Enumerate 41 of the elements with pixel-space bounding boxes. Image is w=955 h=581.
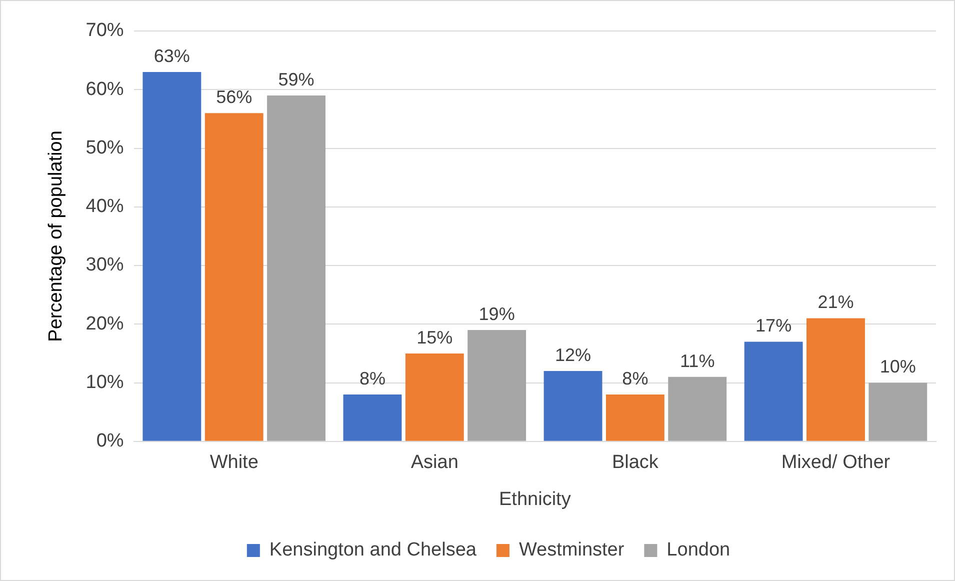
x-axis-title: Ethnicity xyxy=(499,488,572,510)
y-tick-label: 70% xyxy=(86,20,124,42)
y-tick-label: 50% xyxy=(86,137,124,158)
bar xyxy=(668,376,727,441)
x-tick-label: Black xyxy=(612,452,659,474)
bar xyxy=(744,342,803,441)
legend-label: Westminster xyxy=(518,540,625,561)
bar xyxy=(868,382,928,441)
bar xyxy=(267,95,326,441)
data-label: 12% xyxy=(555,345,592,366)
data-label: 21% xyxy=(818,292,854,312)
x-tick-label: Asian xyxy=(410,452,458,474)
y-tick-label: 60% xyxy=(86,78,124,100)
data-label: 8% xyxy=(622,368,648,388)
legend-label: London xyxy=(666,540,730,561)
y-axis-title: Percentage of population xyxy=(46,130,67,342)
y-tick-label: 40% xyxy=(86,196,124,218)
bar xyxy=(405,353,464,441)
x-tick-label: White xyxy=(210,452,258,474)
bar xyxy=(468,330,526,441)
bar xyxy=(806,318,865,441)
data-label: 59% xyxy=(278,69,314,90)
y-tick-label: 0% xyxy=(96,430,124,452)
y-tick-label: 20% xyxy=(86,313,124,334)
y-tick-label: 30% xyxy=(86,254,124,276)
bar xyxy=(142,72,202,441)
bar xyxy=(544,371,602,441)
data-label: 8% xyxy=(359,368,386,388)
x-tick-label: Mixed/ Other xyxy=(781,452,891,474)
bar xyxy=(606,394,664,441)
bar xyxy=(204,113,264,441)
legend-label: Kensington and Chelsea xyxy=(269,540,477,561)
bar xyxy=(343,394,402,441)
data-label: 10% xyxy=(880,356,916,377)
data-label: 17% xyxy=(756,316,792,336)
data-label: 19% xyxy=(478,304,515,324)
data-label: 15% xyxy=(416,327,453,348)
data-label: 56% xyxy=(216,87,252,108)
data-label: 63% xyxy=(154,46,190,66)
data-label: 11% xyxy=(680,350,715,371)
y-tick-label: 10% xyxy=(86,372,124,394)
